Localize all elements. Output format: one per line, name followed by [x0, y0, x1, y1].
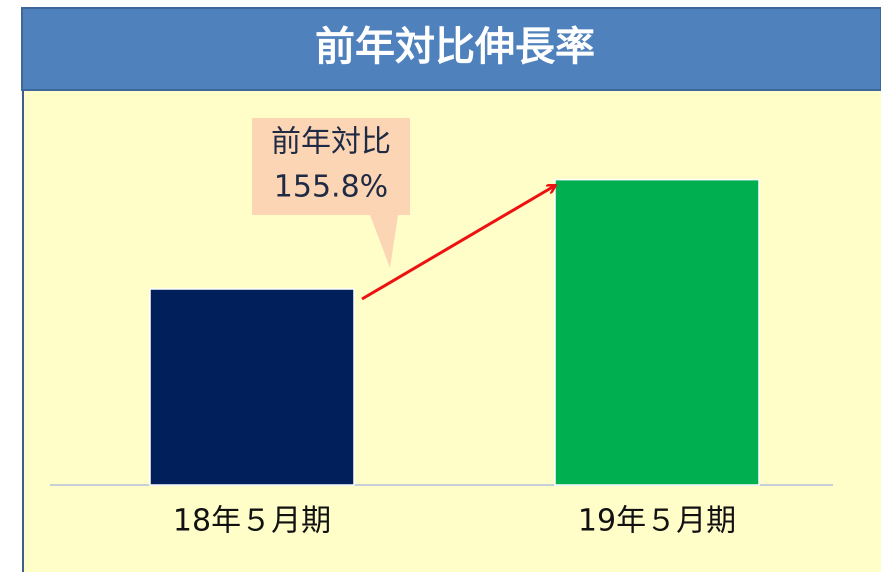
bar — [554, 178, 760, 486]
callout-text: 前年対比 — [271, 125, 391, 160]
x-tick-label: 19年５月期 — [578, 504, 736, 539]
callout-box — [252, 118, 410, 268]
x-tick-label: 18年５月期 — [173, 504, 331, 539]
growth-arrow — [361, 186, 555, 301]
chart-title: 前年対比伸長率 — [315, 24, 595, 70]
bar — [149, 288, 355, 486]
callout-text: 155.8% — [274, 170, 388, 205]
header-bar — [21, 7, 881, 91]
